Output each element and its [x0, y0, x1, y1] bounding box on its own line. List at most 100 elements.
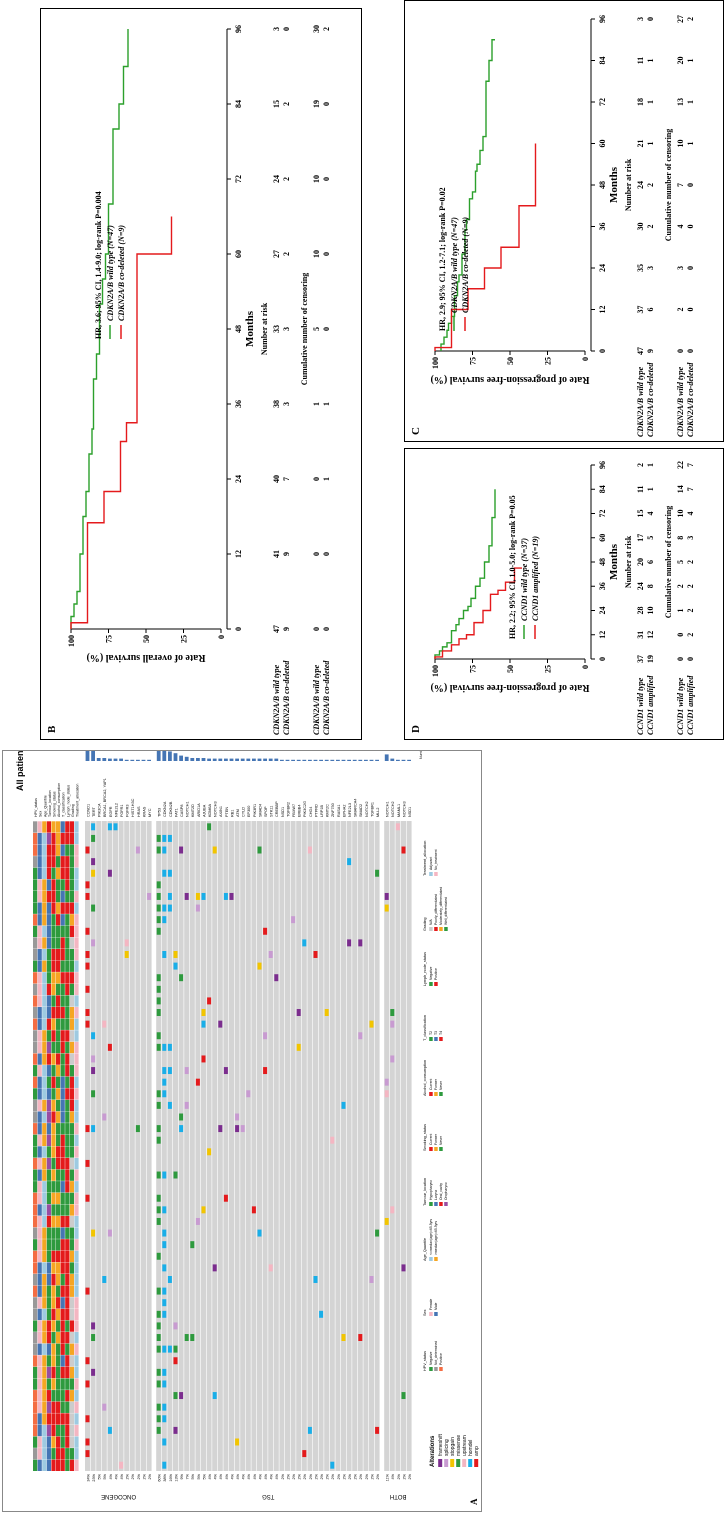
alteration-cell — [369, 1020, 374, 1028]
alteration-cell — [257, 846, 262, 854]
alteration-cell — [85, 1020, 90, 1028]
legend-item: Adjuvant — [429, 857, 433, 870]
clinical-cell — [33, 1297, 38, 1309]
clinical-cell — [37, 1088, 42, 1100]
clinical-cell — [46, 1134, 51, 1146]
clinical-cell — [60, 1053, 65, 1065]
alteration-cell — [291, 916, 296, 924]
alteration-cell — [167, 1101, 172, 1109]
clinical-cell — [60, 1262, 65, 1274]
clinical-cell — [42, 879, 47, 891]
clinical-cell — [42, 1320, 47, 1332]
gene-pct: 2% — [131, 1473, 135, 1479]
alteration-cell — [156, 1287, 161, 1295]
sample-count-bar — [113, 758, 118, 761]
sample-count-bar — [252, 758, 256, 761]
censor-value: 1 — [686, 59, 695, 63]
alteration-name: frameshift — [438, 1433, 444, 1456]
censor-value: 0 — [322, 177, 331, 181]
clinical-cell — [65, 1378, 70, 1390]
clinical-cell — [65, 1204, 70, 1216]
barplot-axis-label: Number of samples — [419, 751, 423, 759]
clinical-cell — [46, 844, 51, 856]
gene-row-bg — [352, 821, 358, 1471]
clinical-cell — [69, 925, 75, 938]
clinical-cell — [33, 1424, 38, 1437]
sample-count-bar — [336, 759, 340, 761]
risk-value: 47 — [636, 347, 645, 355]
clinical-cell — [60, 1343, 65, 1355]
risk-value: 40 — [272, 475, 281, 483]
clinical-cell — [51, 1134, 56, 1146]
gene-name: NOTCH2 — [391, 801, 395, 817]
legend-item: Never — [439, 1135, 443, 1145]
clinical-cell — [65, 1169, 70, 1181]
gene-pct: 2% — [309, 1473, 313, 1479]
alteration-cell — [401, 846, 406, 854]
sample-count-bar — [136, 759, 140, 761]
clinical-cell — [51, 983, 56, 996]
clinical-cell — [37, 1030, 42, 1042]
gene-row-bg — [296, 821, 302, 1471]
clinical-cell — [60, 1366, 65, 1379]
legend-swatch — [434, 1257, 438, 1261]
y-tick-label: 25 — [544, 357, 553, 365]
alteration-swatch — [444, 1459, 449, 1467]
y-tick-label: 25 — [544, 665, 553, 673]
clinical-cell — [65, 1111, 70, 1123]
clinical-cell — [65, 879, 70, 891]
panel-d-pfs-ccnd1: D 0 25 50 75 100 0 12 24 36 48 60 72 84 96 Months Rate o… — [404, 448, 724, 740]
clinical-cell — [74, 1285, 79, 1297]
clinical-cell — [74, 948, 79, 961]
alteration-cell — [156, 985, 161, 993]
gene-pct: 4% — [264, 1473, 268, 1479]
x-tick-label: 96 — [234, 25, 243, 33]
alteration-cell — [85, 1159, 90, 1167]
clinical-cell — [46, 1076, 51, 1088]
km-curve-altered — [434, 567, 522, 659]
clinical-cell — [51, 1215, 56, 1228]
clinical-cell — [42, 972, 47, 984]
alteration-cell — [235, 1125, 240, 1133]
risk-value: 30 — [636, 223, 645, 231]
legend-swatch — [434, 1092, 438, 1096]
legend-item: Negative — [429, 1352, 433, 1365]
clinical-cell — [33, 972, 38, 984]
risk-value: 3 — [646, 266, 655, 270]
gene-name: NOTCH2 — [365, 801, 369, 817]
clinical-cell — [37, 1250, 42, 1263]
clinical-cell — [51, 1007, 56, 1019]
clinical-cell — [74, 902, 79, 914]
sample-count-bar — [212, 758, 217, 761]
clinical-cell — [56, 972, 61, 984]
alteration-cell — [91, 939, 96, 947]
clinical-cell — [51, 1262, 56, 1274]
clinical-cell — [60, 1169, 65, 1181]
risk-value: 0 — [646, 17, 655, 21]
clinical-cell — [60, 937, 65, 949]
risk-value: 19 — [646, 655, 655, 663]
legend-group-title: Lymph_node_status — [423, 952, 427, 986]
risk-value: 1 — [646, 100, 655, 104]
clinical-cell — [33, 890, 38, 903]
clinical-cell — [46, 1285, 51, 1297]
risk-value: 4 — [646, 512, 655, 516]
alteration-cell — [223, 1067, 228, 1075]
clinical-cell — [56, 1378, 61, 1390]
clinical-cell — [69, 937, 75, 949]
alteration-cell — [384, 892, 389, 900]
clinical-cell — [42, 1007, 47, 1019]
clinical-cell — [74, 1146, 79, 1158]
gene-pct: 4% — [114, 1473, 118, 1479]
clinical-cell — [65, 1030, 70, 1042]
y-tick-label: 75 — [469, 665, 478, 673]
gene-name: FBXW7 — [292, 804, 296, 817]
gene-name: ERBB4 — [298, 805, 302, 817]
risk-value: 5 — [646, 536, 655, 540]
clinical-cell — [69, 1192, 75, 1205]
panel-c-pfs-cdkn2ab: C 0 25 50 75 100 0 12 24 36 48 60 72 84 96 Months Rate o… — [404, 0, 724, 442]
clinical-cell — [74, 890, 79, 903]
clinical-cell — [60, 844, 65, 856]
clinical-cell — [60, 1250, 65, 1263]
